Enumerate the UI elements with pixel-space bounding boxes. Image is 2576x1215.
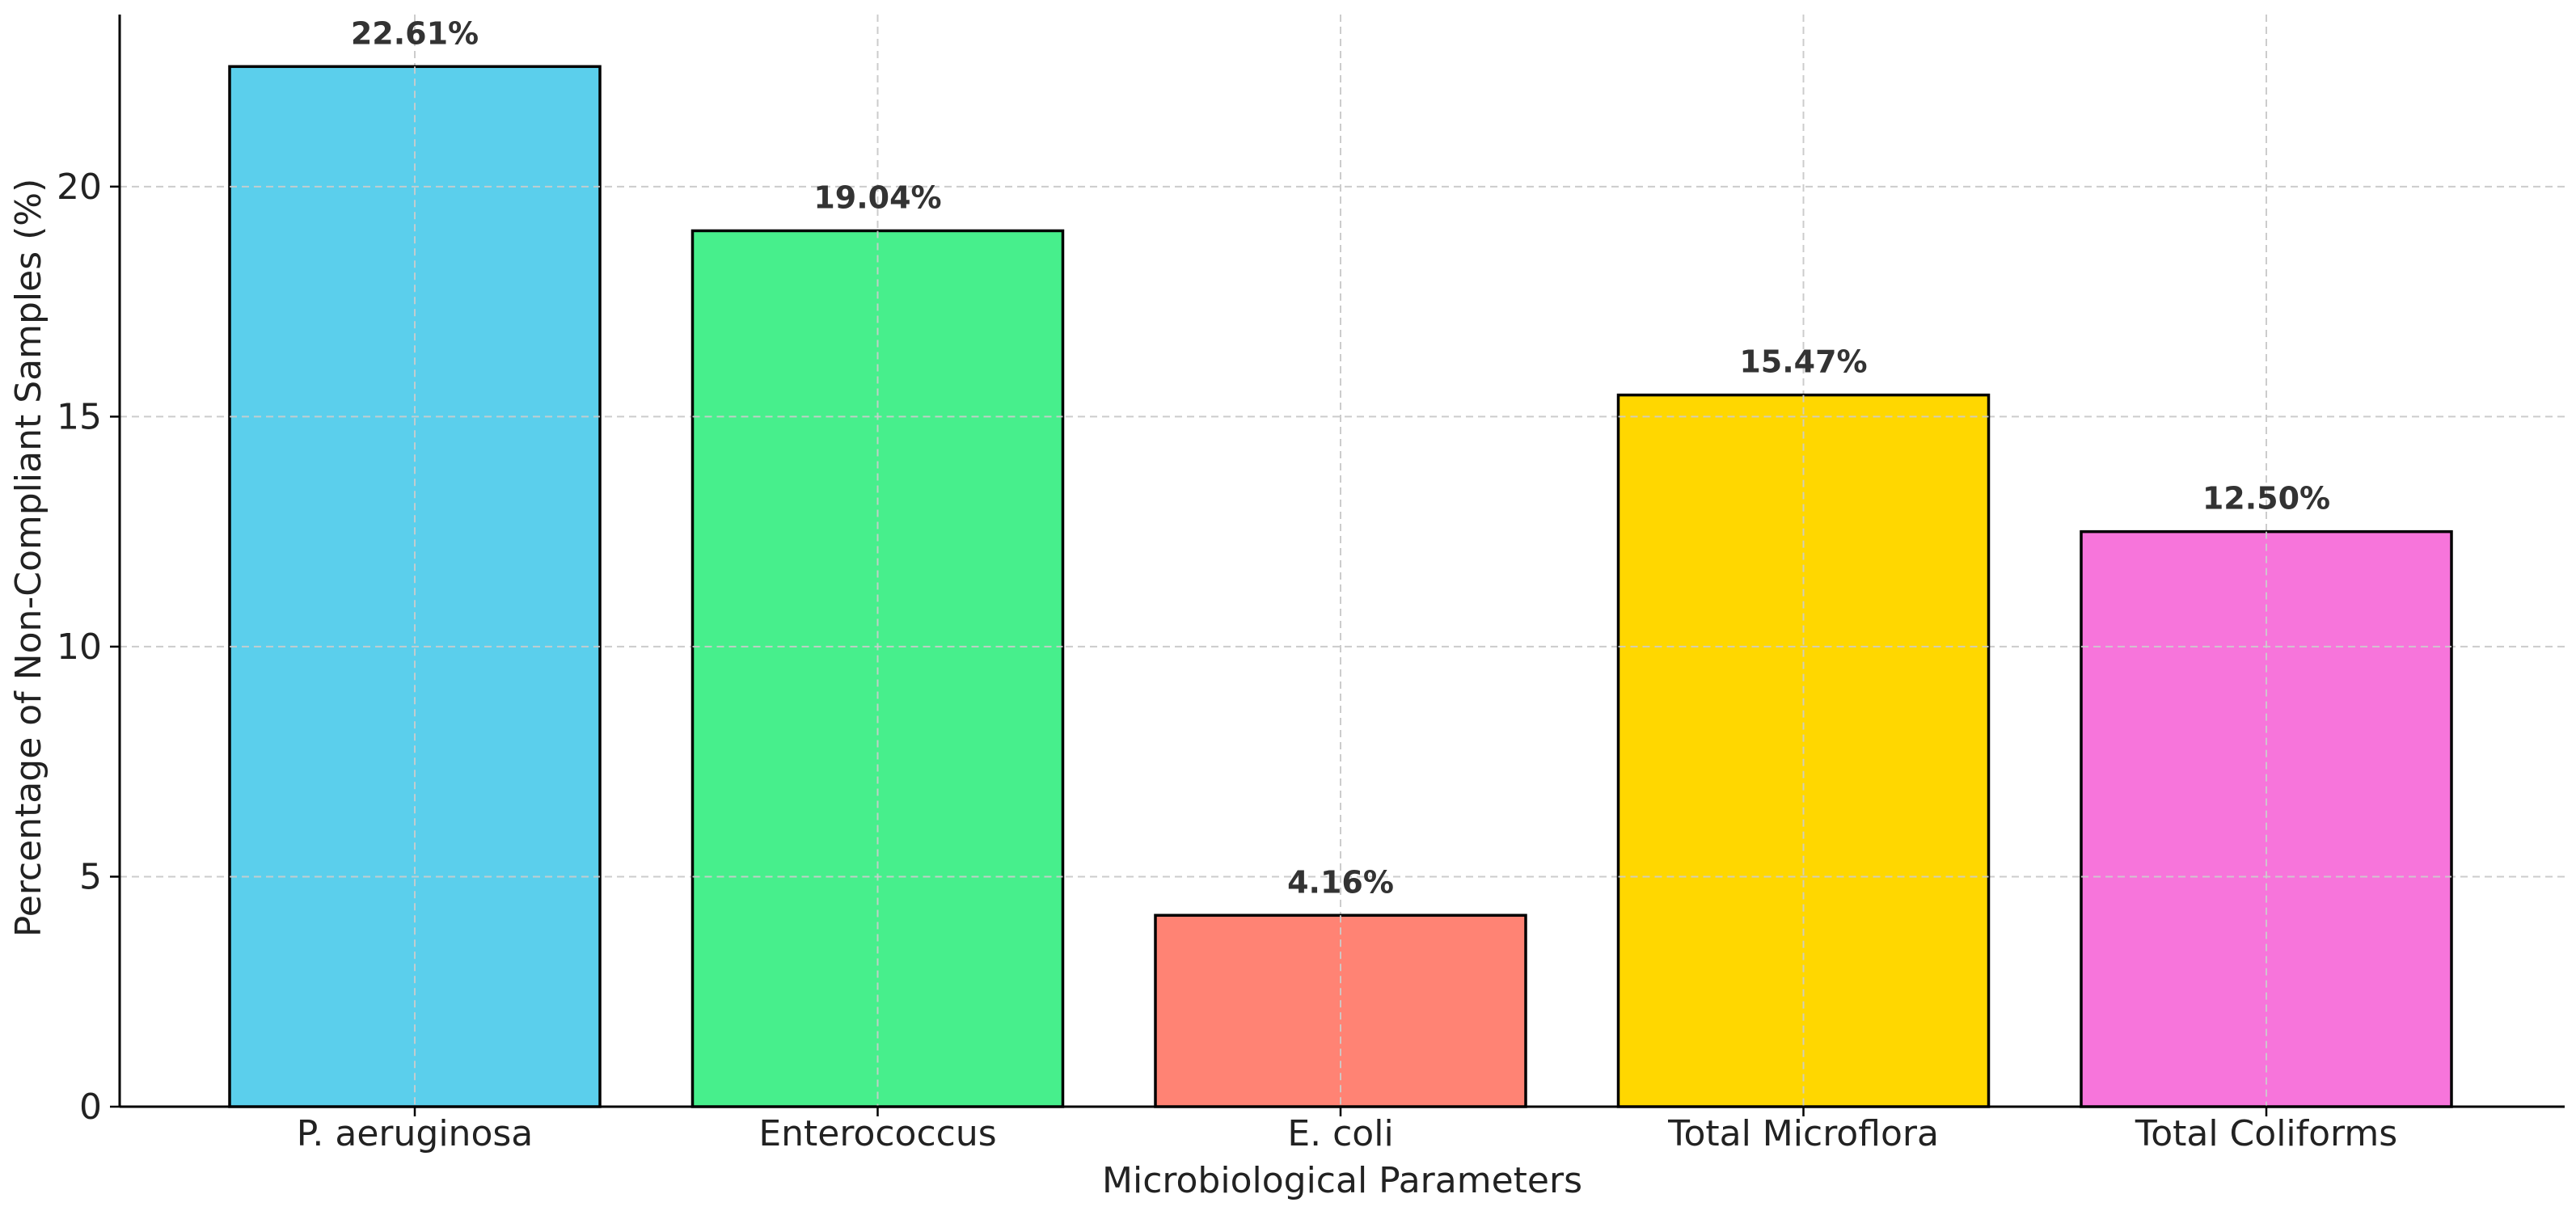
y-tick-label: 5 (79, 856, 102, 897)
data-label: 4.16% (1287, 864, 1394, 900)
y-tick-label: 0 (79, 1086, 102, 1128)
x-tick-label: Total Microflora (1667, 1113, 1939, 1154)
bars (228, 65, 2453, 1108)
data-label: 19.04% (813, 179, 941, 215)
y-axis-title: Percentage of Non-Compliant Samples (%) (8, 179, 49, 938)
data-label: 15.47% (1739, 344, 1867, 380)
x-tick-label: E. coli (1287, 1113, 1393, 1154)
x-tick-label: P. aeruginosa (297, 1113, 534, 1154)
x-tick-label: Total Coliforms (2135, 1113, 2397, 1154)
y-tick-label: 10 (57, 626, 102, 668)
data-label: 12.50% (2202, 481, 2330, 517)
y-tick-label: 20 (57, 167, 102, 208)
y-tick-label: 15 (57, 396, 102, 437)
x-tick-label: Enterococcus (758, 1113, 996, 1154)
x-axis-title: Microbiological Parameters (1102, 1160, 1582, 1201)
data-label: 22.61% (351, 15, 479, 51)
labels: 0 5 10 15 20 22.61% 19.04% 4.16% 15.47% 12.50% P. … (57, 15, 2397, 1154)
axes (110, 15, 2565, 1116)
bar-p-aeruginosa (228, 65, 602, 1108)
